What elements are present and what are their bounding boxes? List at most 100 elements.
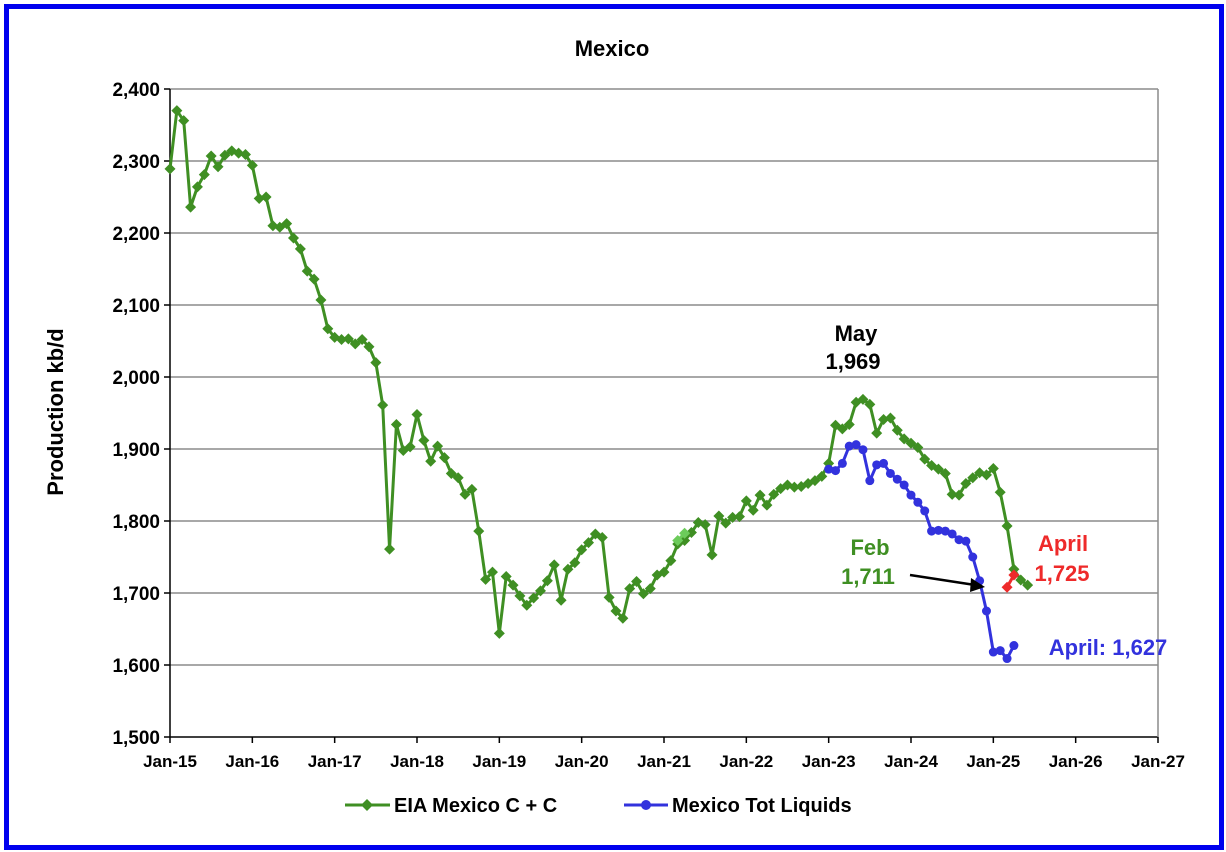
data-point bbox=[919, 453, 931, 465]
data-point bbox=[535, 585, 546, 597]
y-axis-label: Production kb/d bbox=[43, 328, 68, 495]
data-point bbox=[459, 488, 471, 500]
data-point bbox=[370, 357, 382, 369]
data-point bbox=[514, 590, 526, 602]
data-point bbox=[555, 594, 567, 606]
data-point bbox=[988, 647, 998, 657]
data-point bbox=[665, 555, 677, 567]
data-point bbox=[879, 458, 889, 468]
data-point bbox=[994, 486, 1006, 498]
data-point bbox=[171, 105, 183, 117]
data-point bbox=[980, 469, 992, 481]
data-point bbox=[562, 563, 574, 575]
legend: EIA Mexico C + C Mexico Tot Liquids bbox=[345, 795, 852, 817]
data-point bbox=[961, 536, 971, 546]
y-tick-label: 2,000 bbox=[112, 368, 160, 389]
data-point bbox=[603, 591, 615, 603]
highlight-point bbox=[672, 534, 684, 546]
data-point bbox=[480, 573, 492, 585]
data-point bbox=[727, 511, 739, 523]
data-point bbox=[932, 463, 944, 475]
data-point bbox=[865, 476, 875, 486]
data-point bbox=[747, 504, 759, 516]
data-point bbox=[486, 566, 498, 578]
data-point bbox=[954, 535, 964, 545]
data-point bbox=[768, 488, 780, 500]
data-point bbox=[816, 470, 828, 482]
data-point bbox=[212, 161, 224, 173]
data-point bbox=[493, 627, 505, 639]
data-point bbox=[953, 489, 965, 501]
data-point bbox=[857, 393, 869, 405]
series-layer bbox=[164, 105, 1034, 664]
data-point bbox=[940, 526, 950, 536]
data-point bbox=[356, 334, 368, 346]
data-point bbox=[384, 543, 396, 555]
data-point bbox=[906, 490, 916, 500]
x-tick-label: Jan-18 bbox=[390, 752, 444, 771]
data-point bbox=[583, 537, 595, 549]
annotation-april-label: April bbox=[1038, 531, 1088, 556]
data-point bbox=[198, 169, 210, 181]
axes bbox=[169, 89, 1159, 738]
series-2 bbox=[1001, 569, 1020, 593]
data-point bbox=[658, 566, 670, 578]
data-point bbox=[1008, 563, 1020, 575]
data-point bbox=[541, 575, 553, 587]
data-point bbox=[968, 552, 978, 562]
chart-frame bbox=[4, 4, 1224, 850]
data-point bbox=[898, 433, 910, 445]
data-point bbox=[837, 458, 847, 468]
series-0 bbox=[164, 105, 1034, 639]
data-point bbox=[624, 583, 636, 595]
data-point bbox=[315, 294, 327, 306]
x-tick-label: Jan-25 bbox=[966, 752, 1020, 771]
data-point bbox=[836, 423, 848, 435]
data-point bbox=[445, 467, 457, 479]
data-point bbox=[576, 544, 588, 556]
data-point bbox=[644, 583, 656, 595]
data-point bbox=[377, 399, 389, 411]
data-point bbox=[617, 612, 629, 624]
data-point bbox=[788, 481, 800, 493]
data-point bbox=[912, 442, 924, 454]
data-point bbox=[831, 466, 841, 476]
data-point bbox=[754, 489, 766, 501]
data-point bbox=[205, 150, 217, 162]
data-point bbox=[411, 408, 423, 420]
data-point bbox=[939, 467, 951, 479]
x-tick-label: Jan-26 bbox=[1049, 752, 1103, 771]
data-point bbox=[246, 159, 258, 171]
data-point bbox=[548, 559, 560, 571]
data-point bbox=[920, 506, 930, 516]
data-point bbox=[844, 441, 854, 451]
data-point bbox=[336, 334, 348, 346]
data-point bbox=[294, 243, 306, 255]
data-point bbox=[390, 419, 402, 431]
data-point bbox=[872, 460, 882, 470]
data-point bbox=[706, 549, 718, 561]
x-tick-labels: Jan-15 Jan-16 Jan-17 Jan-18 Jan-19 Jan-20 Jan-… bbox=[143, 737, 1185, 771]
data-point bbox=[1015, 574, 1027, 586]
y-tick-label: 1,500 bbox=[112, 728, 160, 749]
x-tick-label: Jan-23 bbox=[802, 752, 856, 771]
data-point bbox=[913, 497, 923, 507]
data-point bbox=[1022, 579, 1034, 591]
y-tick-label: 2,400 bbox=[112, 80, 160, 101]
data-point bbox=[843, 419, 855, 431]
data-point bbox=[363, 341, 375, 353]
data-point bbox=[178, 115, 190, 127]
data-point bbox=[473, 525, 485, 537]
annotation-april-value: 1,725 bbox=[1034, 561, 1089, 586]
x-tick-label: Jan-16 bbox=[225, 752, 279, 771]
data-point bbox=[342, 333, 354, 345]
data-point bbox=[1008, 569, 1020, 581]
data-point bbox=[418, 434, 430, 446]
x-tick-label: Jan-22 bbox=[719, 752, 773, 771]
gridlines bbox=[170, 88, 1158, 666]
x-tick-label: Jan-24 bbox=[884, 752, 938, 771]
data-point bbox=[1002, 654, 1012, 664]
data-point bbox=[432, 440, 444, 452]
data-point bbox=[995, 646, 1005, 656]
